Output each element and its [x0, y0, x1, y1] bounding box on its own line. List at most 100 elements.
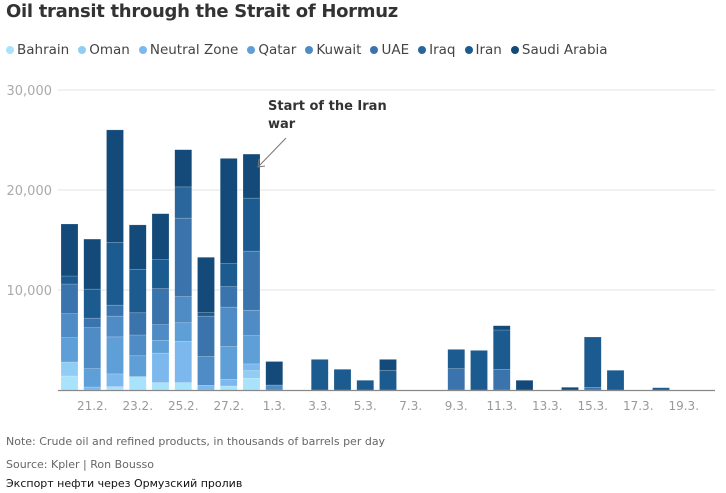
y-tick-label: 30,000 — [7, 84, 53, 99]
source-text: Source: Kpler | Ron Bousso — [6, 458, 155, 471]
legend-item: Neutral Zone — [138, 42, 239, 58]
legend-item: Iran — [464, 42, 502, 58]
legend-swatch — [370, 46, 379, 54]
bar-segment-uae — [197, 315, 215, 357]
bar-segment-iran — [242, 197, 261, 252]
annotation-line2: war — [268, 117, 296, 132]
bar-segment-neutral-zone — [151, 352, 170, 383]
bar-segment-iran — [220, 263, 238, 287]
note-text: Note: Crude oil and refined products, in… — [6, 435, 386, 448]
legend-swatch — [138, 46, 147, 54]
bar-segment-iran — [652, 387, 670, 391]
bar-segment-qatar — [106, 336, 124, 375]
bar-segment-uae — [151, 288, 170, 325]
bar-segment-saudi-arabia — [197, 257, 215, 313]
x-tick-label: 3.3. — [308, 399, 331, 413]
bar-segment-oman — [60, 361, 79, 377]
bar-segment-kuwait — [60, 313, 79, 338]
x-tick-label: 21.2. — [77, 399, 108, 413]
bar-segment-neutral-zone — [220, 379, 238, 387]
bar-segment-saudi-arabia — [515, 380, 534, 391]
bar-segment-bahrain — [151, 382, 170, 391]
legend-label: Neutral Zone — [149, 42, 239, 58]
bar-segment-saudi-arabia — [379, 359, 397, 371]
bar-segment-uae — [83, 317, 101, 328]
bar-segment-iran — [333, 369, 352, 391]
legend-label: Saudi Arabia — [521, 42, 608, 58]
legend-item: Qatar — [247, 42, 296, 58]
bar-segment-uae — [129, 312, 147, 336]
legend-swatch — [247, 46, 256, 54]
bar-segment-kuwait — [174, 296, 192, 324]
y-tick-label: 20,000 — [7, 184, 53, 199]
x-tick-label: 13.3. — [532, 399, 563, 413]
legend-label: Oman — [89, 42, 130, 58]
bar-segment-saudi-arabia — [60, 223, 79, 277]
bar-segment-neutral-zone — [83, 386, 101, 391]
bar-segment-saudi-arabia — [242, 153, 261, 199]
bar-segment-uae — [174, 217, 192, 297]
bar-segment-kuwait — [220, 306, 238, 347]
legend-item: Saudi Arabia — [510, 42, 608, 58]
bar-segment-saudi-arabia — [265, 361, 283, 386]
x-tick-label: 7.3. — [399, 399, 422, 413]
bar-segment-iraq — [174, 186, 192, 219]
legend-swatch — [6, 46, 14, 54]
bar-segment-kuwait — [265, 384, 283, 391]
bar-segment-iran — [197, 312, 215, 317]
bar-segment-uae — [220, 286, 238, 308]
bar-segment-kuwait — [129, 334, 147, 357]
bar-segment-qatar — [151, 340, 170, 354]
x-tick-label: 27.2. — [213, 399, 244, 413]
bar-segment-uae — [584, 387, 602, 391]
x-tick-label: 25.2. — [168, 399, 199, 413]
legend: Bahrain Oman Neutral Zone Qatar Kuwait UAE Ira… — [6, 42, 608, 58]
bar-segment-bahrain — [174, 382, 192, 391]
bar-segment-saudi-arabia — [493, 325, 511, 331]
annotation: Start of the Iran war — [257, 99, 387, 168]
x-tick-label: 9.3. — [445, 399, 468, 413]
bar-segment-bahrain — [60, 375, 79, 391]
bar-segment-qatar — [174, 322, 192, 342]
legend-label: Iran — [475, 42, 502, 58]
legend-swatch — [78, 46, 87, 54]
bar-segment-uae — [106, 304, 124, 317]
legend-item: UAE — [370, 42, 409, 58]
bar-segment-qatar — [60, 337, 79, 363]
bar-segment-iran — [83, 288, 101, 319]
bar-segment-saudi-arabia — [151, 213, 170, 260]
bar-segment-qatar — [220, 346, 238, 380]
bar-segment-uae — [447, 368, 465, 391]
legend-item: Bahrain — [6, 42, 69, 58]
annotation-line1: Start of the Iran — [268, 99, 387, 114]
bar-segment-kuwait — [242, 309, 261, 336]
bar-segment-saudi-arabia — [174, 149, 192, 188]
bar-segment-uae — [493, 369, 511, 391]
legend-swatch — [510, 46, 519, 54]
bar-segment-iran — [470, 350, 488, 391]
legend-label: UAE — [381, 42, 410, 58]
bar-segment-kuwait — [151, 324, 170, 341]
bar-segment-neutral-zone — [174, 341, 192, 383]
caption-text: Экспорт нефти через Ормузский пролив — [6, 477, 243, 490]
bar-segment-neutral-zone — [106, 373, 124, 387]
x-tick-label: 19.3. — [668, 399, 699, 413]
bar-segment-saudi-arabia — [83, 238, 101, 290]
annotation-arrow — [258, 137, 287, 167]
bar-segment-saudi-arabia — [561, 387, 579, 391]
legend-item: Kuwait — [305, 42, 361, 58]
y-tick-label: 10,000 — [7, 284, 53, 299]
chart-title: Oil transit through the Strait of Hormuz — [6, 1, 398, 22]
bar-segment-uae — [60, 283, 79, 314]
x-tick-label: 17.3. — [623, 399, 654, 413]
bar-segment-neutral-zone — [197, 385, 215, 391]
bar-segment-kuwait — [197, 356, 215, 386]
legend-label: Kuwait — [316, 42, 362, 58]
bar-segment-bahrain — [129, 376, 147, 391]
bar-segment-qatar — [83, 368, 101, 388]
bar-segment-iran — [493, 329, 511, 370]
x-tick-label: 1.3. — [263, 399, 286, 413]
bar-segment-qatar — [129, 355, 147, 377]
legend-swatch — [464, 46, 473, 54]
